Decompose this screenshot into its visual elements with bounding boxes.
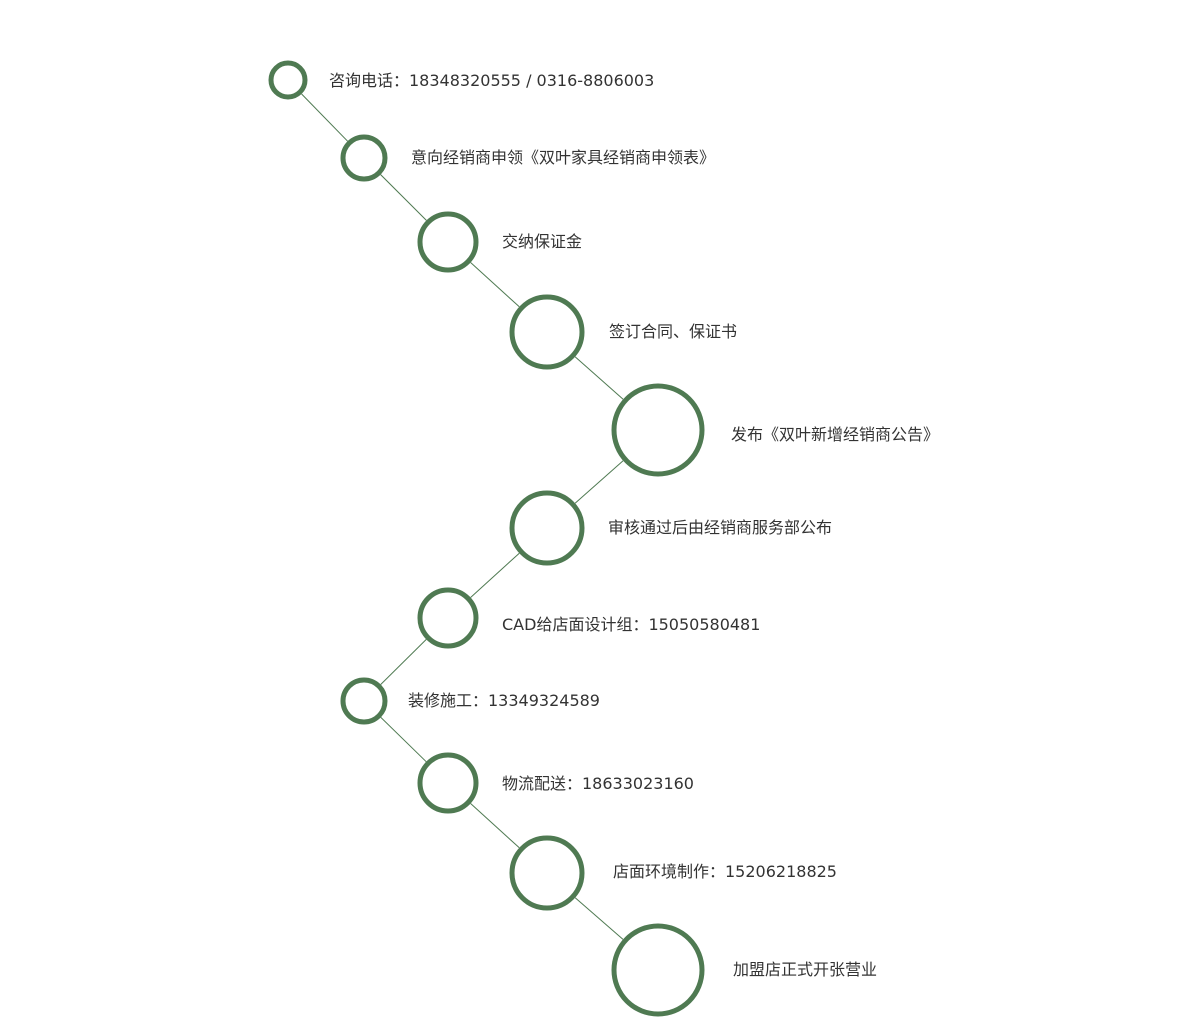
step-label-logistics: 物流配送：18633023160 — [502, 774, 694, 793]
step-node-3 — [417, 211, 479, 273]
step-label-approval: 审核通过后由经销商服务部公布 — [608, 518, 833, 537]
step-node-11 — [611, 923, 705, 1017]
connector-line-2 — [380, 174, 427, 221]
step-node-9 — [417, 752, 479, 814]
step-label-store-environment: 店面环境制作：15206218825 — [613, 862, 837, 881]
step-label-apply-form: 意向经销商申领《双叶家具经销商申领表》 — [411, 148, 716, 167]
connector-line-1 — [301, 93, 348, 142]
connector-line-6 — [470, 552, 520, 598]
step-node-6 — [509, 490, 585, 566]
step-node-7 — [417, 587, 479, 649]
connector-line-10 — [574, 897, 624, 940]
connector-line-3 — [470, 262, 520, 308]
step-node-4 — [509, 294, 585, 370]
step-node-2 — [340, 134, 388, 182]
step-node-1 — [268, 60, 308, 100]
step-label-grand-opening: 加盟店正式开张营业 — [733, 960, 878, 979]
connector-line-8 — [380, 717, 427, 763]
connector-line-7 — [380, 639, 427, 685]
connector-line-9 — [470, 803, 520, 849]
step-label-pay-deposit: 交纳保证金 — [502, 232, 583, 251]
step-label-cad-design: CAD给店面设计组：15050580481 — [502, 615, 761, 634]
step-node-10 — [509, 835, 585, 911]
step-label-construction: 装修施工：13349324589 — [408, 691, 600, 710]
step-label-consult-phone: 咨询电话：18348320555 / 0316-8806003 — [329, 71, 655, 90]
step-node-8 — [340, 677, 388, 725]
connector-line-5 — [574, 460, 624, 504]
step-label-sign-contract: 签订合同、保证书 — [609, 322, 738, 341]
step-node-5 — [611, 383, 705, 477]
step-label-publish-announcement: 发布《双叶新增经销商公告》 — [731, 425, 940, 444]
connector-line-4 — [574, 356, 624, 400]
